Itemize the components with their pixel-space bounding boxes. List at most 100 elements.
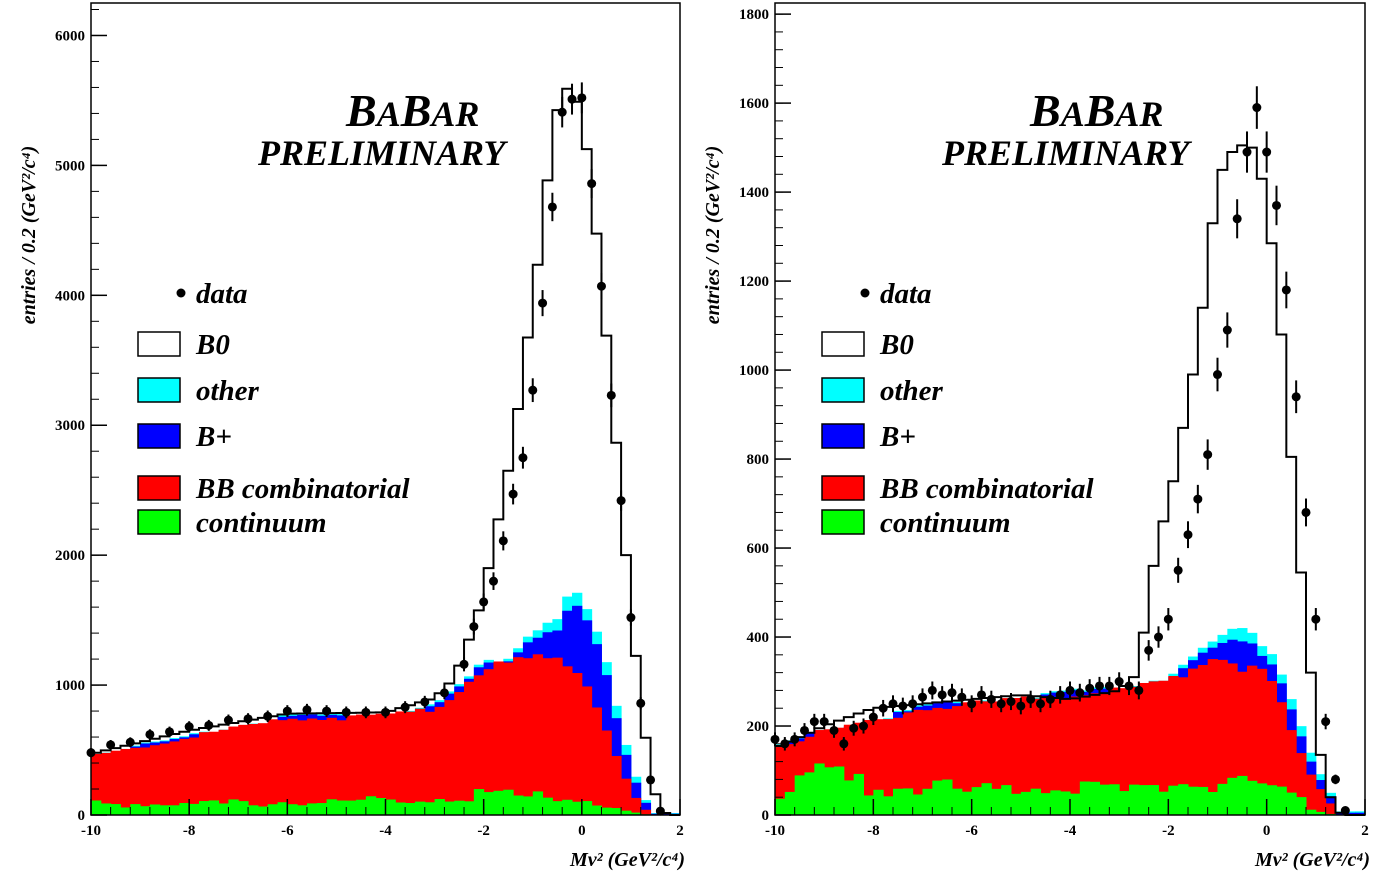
b0-bar: [1207, 223, 1218, 815]
bb-combinatorial-bar: [572, 673, 583, 815]
data-point: [1045, 694, 1055, 704]
continuum-bar: [952, 788, 963, 815]
data-point: [302, 705, 312, 715]
bb-combinatorial-bar: [326, 717, 337, 815]
bb-combinatorial-bar: [863, 720, 874, 815]
bb-combinatorial-bar: [140, 747, 151, 815]
legend-other-swatch: [821, 377, 865, 403]
x-tick-label: -4: [1064, 823, 1077, 839]
data-point: [1281, 285, 1291, 295]
continuum-bar: [306, 803, 318, 815]
data-point: [1262, 147, 1272, 157]
continuum-bar: [1158, 791, 1169, 815]
continuum-bar: [424, 802, 436, 815]
continuum-bar: [834, 766, 845, 815]
data-point: [1075, 688, 1085, 698]
data-point: [479, 597, 489, 607]
data-point: [888, 699, 898, 709]
data-point: [322, 706, 332, 716]
x-tick-label: -4: [379, 823, 392, 839]
y-tick-label: 1800: [739, 7, 769, 23]
bb-combinatorial-bar: [1089, 693, 1100, 815]
bb-combinatorial-bar: [1050, 698, 1061, 815]
bb-combinatorial-bar: [513, 657, 524, 815]
data-point: [1173, 565, 1183, 575]
bb-combinatorial-bar: [630, 797, 642, 815]
bb-combinatorial-bar: [1315, 789, 1327, 815]
x-tick-label: -10: [765, 823, 785, 839]
legend-bb-combinatorial-label: BB combinatorial: [879, 473, 1094, 505]
legend-bplus-swatch: [821, 423, 865, 449]
data-point: [1163, 614, 1173, 624]
continuum-bar: [257, 806, 269, 815]
data-point: [1124, 681, 1134, 691]
b0-bar: [1296, 572, 1307, 815]
continuum-bar: [1315, 811, 1327, 815]
data-point: [1016, 701, 1026, 711]
legend-b0-label: B0: [879, 329, 914, 361]
continuum-bar: [179, 802, 190, 815]
b0-bar: [1178, 427, 1189, 815]
data-point: [469, 622, 479, 632]
bb-combinatorial-bar: [493, 661, 504, 815]
babar-logo: BABAR: [345, 85, 479, 136]
bplus-bar: [1335, 812, 1346, 815]
y-tick-label: 600: [747, 541, 770, 557]
continuum-bar: [784, 791, 796, 815]
continuum-bar: [794, 775, 805, 815]
continuum-bar: [522, 796, 534, 815]
legend-bplus-label: B+: [195, 421, 232, 453]
data-point: [616, 496, 626, 506]
bb-combinatorial-bar: [991, 701, 1002, 815]
bb-combinatorial-bar: [277, 720, 288, 815]
bb-combinatorial-bar: [405, 711, 416, 815]
preliminary-label: PRELIMINARY: [941, 133, 1192, 173]
bb-combinatorial-bar: [1020, 696, 1032, 815]
data-point: [859, 721, 868, 731]
bb-combinatorial-bar: [503, 662, 514, 815]
continuum-bar: [883, 796, 894, 815]
bb-combinatorial-bar: [1266, 681, 1277, 815]
bb-combinatorial-bar: [952, 706, 963, 815]
continuum-bar: [208, 800, 220, 815]
bb-combinatorial-bar: [208, 731, 220, 815]
data-point: [1095, 681, 1104, 691]
continuum-bar: [1099, 784, 1110, 815]
continuum-bar: [238, 801, 249, 815]
y-tick-label: 5000: [55, 158, 85, 174]
bb-combinatorial-bar: [110, 750, 121, 815]
x-tick-label: -2: [477, 823, 490, 839]
continuum-bar: [1266, 785, 1277, 815]
continuum-bar: [1060, 791, 1071, 815]
y-tick-label: 1000: [739, 363, 769, 379]
bb-combinatorial-bar: [1286, 730, 1297, 815]
b0-bar: [503, 470, 514, 815]
data-point: [547, 202, 557, 212]
b0-bar: [591, 233, 602, 815]
bb-combinatorial-bar: [883, 719, 894, 815]
data-point: [459, 659, 469, 669]
bb-combinatorial-bar: [238, 724, 249, 815]
data-point: [1311, 614, 1321, 624]
data-point: [282, 706, 292, 716]
b0-bar: [532, 264, 544, 815]
b0-bar: [601, 335, 612, 815]
x-axis-label: Mν² (GeV²/c⁴): [1254, 849, 1370, 871]
data-point: [646, 775, 656, 785]
b0-bar: [1168, 481, 1179, 815]
bb-combinatorial-bar: [932, 707, 943, 815]
continuum-bar: [1138, 785, 1150, 815]
b0-bar: [513, 409, 524, 815]
continuum-bar: [581, 801, 593, 815]
legend-bb-combinatorial-label: BB combinatorial: [195, 473, 410, 505]
y-tick-label: 0: [762, 808, 770, 824]
bb-combinatorial-bar: [248, 723, 259, 815]
bb-combinatorial-bar: [365, 714, 377, 815]
data-point: [184, 722, 194, 732]
y-axis-label: entries / 0.2 (GeV²/c⁴): [18, 146, 40, 324]
bb-combinatorial-bar: [189, 737, 200, 815]
continuum-bar: [414, 801, 426, 815]
continuum-bar: [277, 802, 288, 815]
